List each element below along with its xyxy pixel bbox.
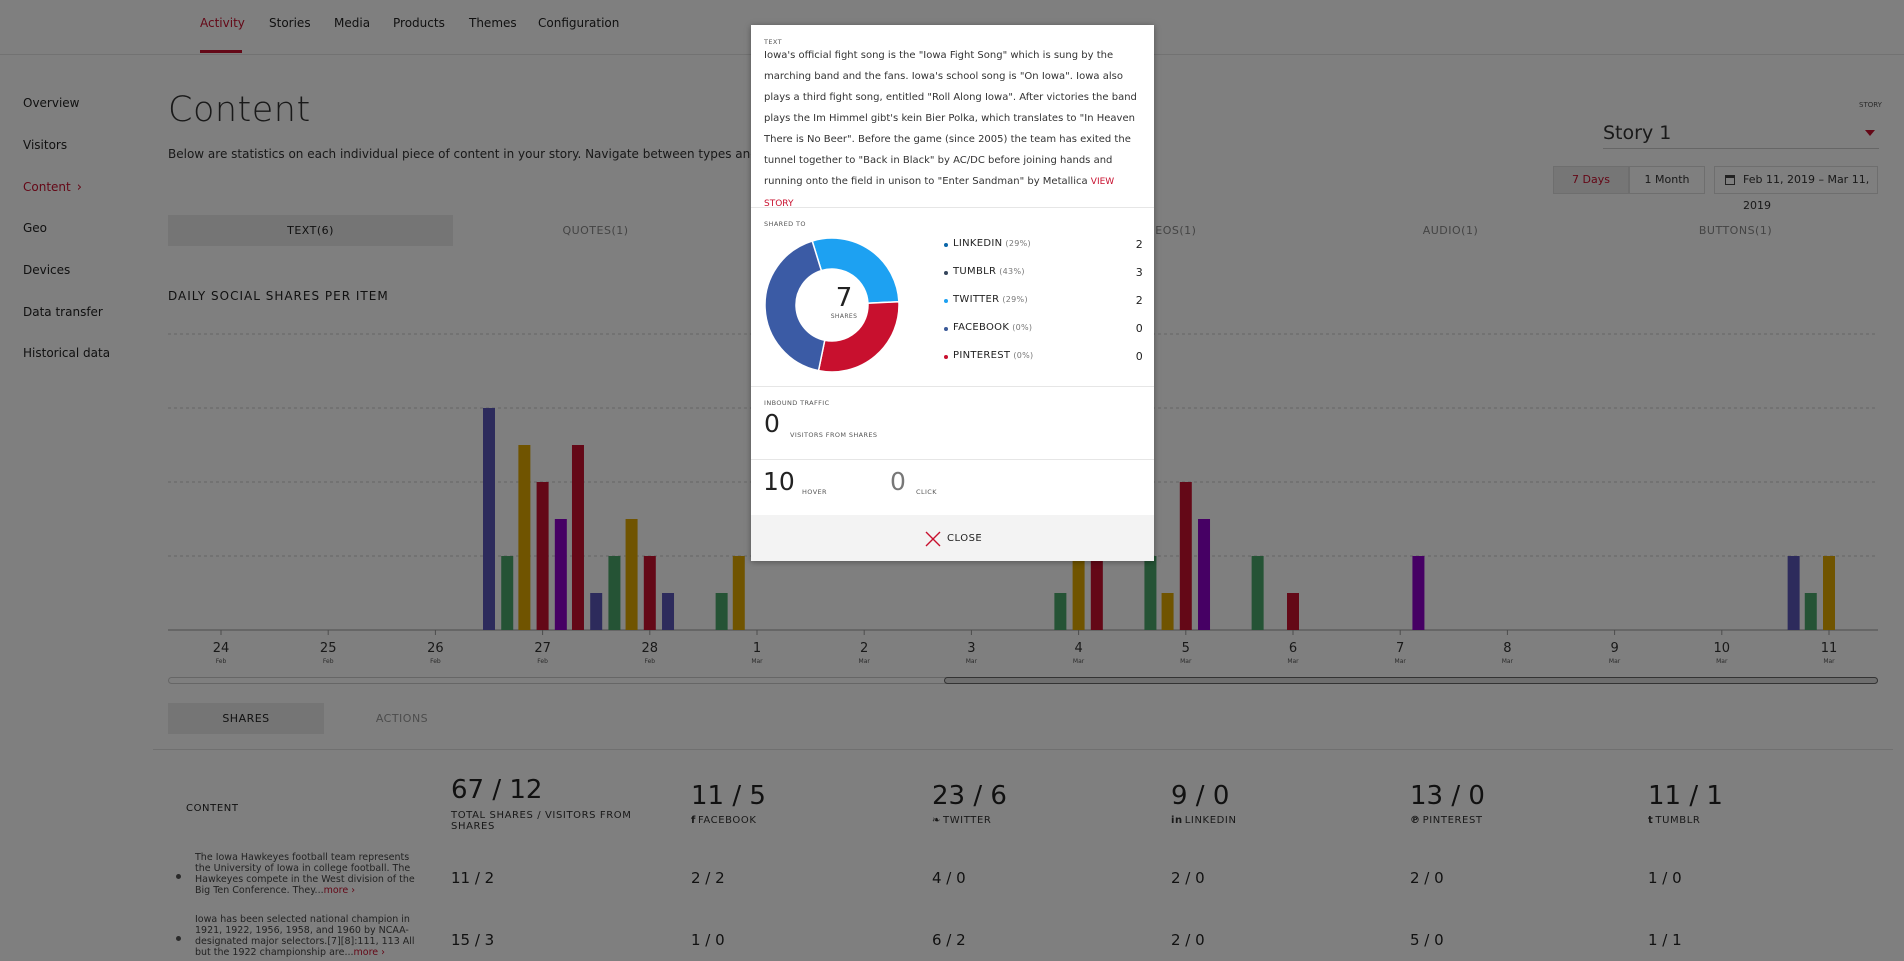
legend-count: 2 — [1135, 238, 1143, 251]
twitter-dot — [944, 299, 948, 303]
legend-tumblr: TUMBLR (43%) 3 — [944, 266, 1143, 279]
divider — [751, 207, 1154, 208]
legend-name: LINKEDIN — [953, 238, 1003, 249]
legend-facebook: FACEBOOK (0%) 0 — [944, 322, 1143, 335]
legend-pct: (29%) — [1005, 239, 1031, 248]
legend-pinterest: PINTEREST (0%) 0 — [944, 350, 1143, 363]
legend-pct: (29%) — [1002, 295, 1028, 304]
click-count: 0 — [890, 467, 906, 496]
pinterest-dot — [944, 355, 948, 359]
legend-count: 3 — [1135, 266, 1143, 279]
visitors-count: 0 — [764, 409, 780, 438]
total-shares-count: 7 — [835, 283, 853, 313]
legend-count: 0 — [1135, 350, 1143, 363]
facebook-dot — [944, 327, 948, 331]
close-button[interactable]: CLOSE — [751, 515, 1154, 561]
legend-twitter: TWITTER (29%) 2 — [944, 294, 1143, 307]
close-label: CLOSE — [947, 533, 983, 544]
legend-name: FACEBOOK — [953, 322, 1010, 333]
inbound-traffic-caption: INBOUND TRAFFIC — [764, 399, 830, 407]
legend-pct: (0%) — [1012, 323, 1033, 332]
legend-name: PINTEREST — [953, 350, 1011, 361]
divider — [751, 459, 1154, 460]
legend-count: 2 — [1135, 294, 1143, 307]
legend-pct: (0%) — [1013, 351, 1034, 360]
legend-pct: (43%) — [999, 267, 1025, 276]
shared-to-caption: SHARED TO — [764, 220, 806, 228]
tumblr-dot — [944, 271, 948, 275]
shares-donut-chart — [764, 237, 900, 373]
linkedin-dot — [944, 243, 948, 247]
hover-label: HOVER — [802, 488, 827, 496]
modal-text: Iowa's official fight song is the "Iowa … — [764, 45, 1142, 215]
modal-text-body: Iowa's official fight song is the "Iowa … — [764, 50, 1137, 187]
view-story-link[interactable]: VIEW STORY — [764, 177, 1115, 209]
click-label: CLICK — [916, 488, 937, 496]
shares-label: SHARES — [830, 313, 858, 320]
text-caption: TEXT — [764, 38, 782, 46]
content-detail-modal: TEXT Iowa's official fight song is the "… — [751, 25, 1154, 561]
legend-count: 0 — [1135, 322, 1143, 335]
visitors-label: VISITORS FROM SHARES — [790, 431, 878, 439]
legend-linkedin: LINKEDIN (29%) 2 — [944, 238, 1143, 251]
donut-segment-blue — [764, 240, 826, 372]
legend-name: TWITTER — [953, 294, 1000, 305]
close-icon — [925, 531, 941, 547]
legend-name: TUMBLR — [953, 266, 997, 277]
divider — [751, 386, 1154, 387]
hover-count: 10 — [763, 467, 795, 496]
